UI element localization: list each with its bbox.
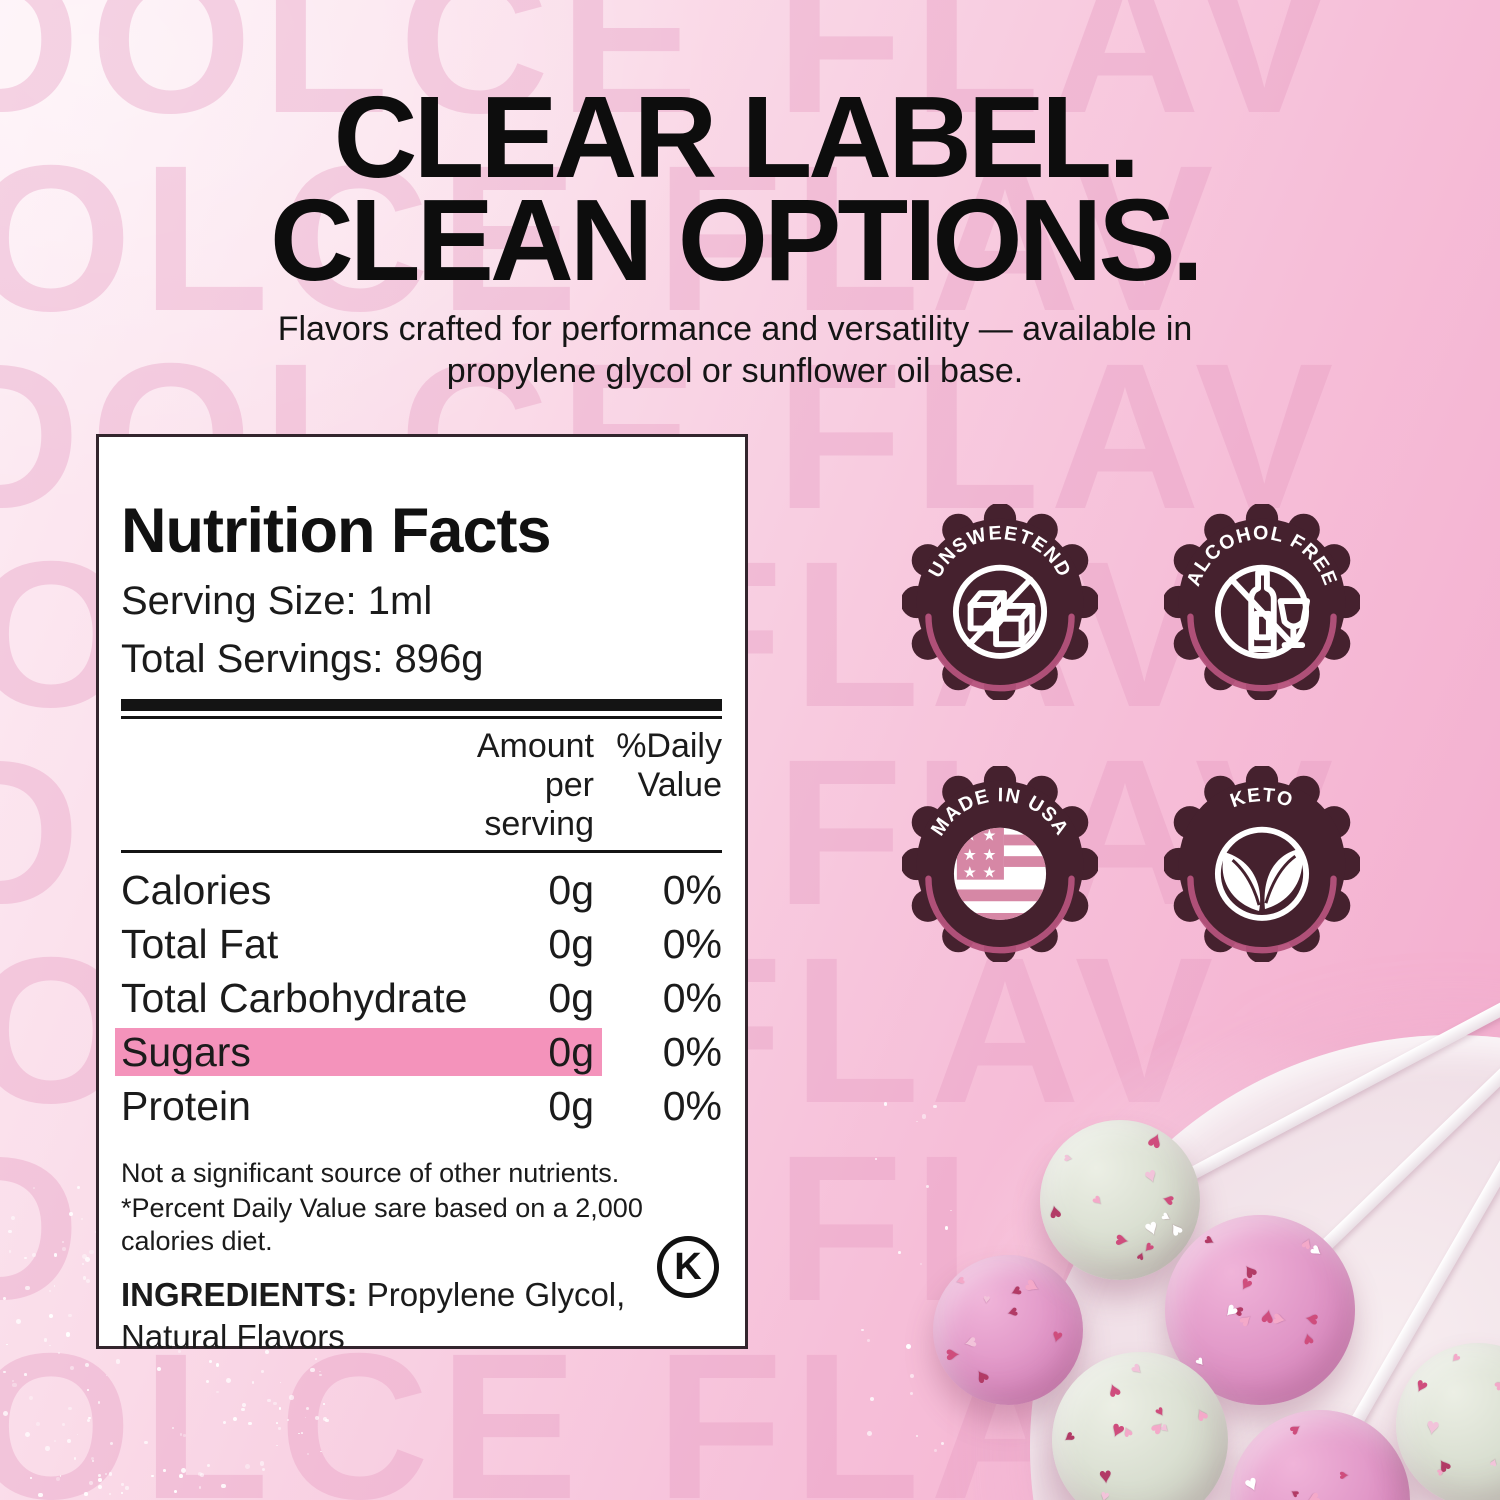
nutrient-daily-value: 0% bbox=[662, 975, 722, 1021]
nutrient-daily-value: 0% bbox=[662, 867, 722, 913]
nutrition-facts-panel: Nutrition Facts Serving Size: 1ml Total … bbox=[96, 434, 748, 1355]
nutrient-label: Sugars bbox=[121, 1029, 251, 1075]
daily-value-note: *Percent Daily Value sare based on a 2,0… bbox=[121, 1193, 643, 1256]
nutrients-note: Not a significant source of other nutrie… bbox=[121, 1158, 620, 1188]
table-row: Protein 0g 0% bbox=[121, 1079, 722, 1133]
subtitle-line-2: propylene glycol or sunflower oil base. bbox=[446, 352, 1024, 390]
table-row-sugars: Sugars 0g 0% bbox=[115, 1025, 722, 1079]
nutrition-table: Calories 0g 0% Total Fat 0g 0% Total Car… bbox=[115, 863, 722, 1133]
table-column-headers: Amount per serving %Daily Value bbox=[121, 727, 722, 844]
divider-thick bbox=[121, 699, 722, 711]
nutrient-daily-value: 0% bbox=[662, 921, 722, 967]
table-row: Calories 0g 0% bbox=[121, 863, 722, 917]
ingredients-label: INGREDIENTS: bbox=[121, 1276, 358, 1313]
nutrition-facts-title: Nutrition Facts bbox=[121, 496, 552, 566]
cake-pop: ♥ ♥ ♥ ♥ ♥ ♥ ♥ ♥ ♥ bbox=[933, 1255, 1083, 1405]
total-servings: Total Servings: 896g bbox=[121, 637, 484, 681]
nutrient-amount: 0g bbox=[548, 1029, 594, 1075]
nutrient-label: Calories bbox=[121, 867, 272, 913]
nutrient-label: Protein bbox=[121, 1083, 251, 1129]
ingredients: INGREDIENTS: Propylene Glycol, Natural F… bbox=[121, 1274, 721, 1358]
nutrient-amount: 0g bbox=[548, 867, 594, 913]
page-title: CLEAR LABEL. CLEAN OPTIONS. bbox=[0, 79, 1470, 298]
nutrient-amount: 0g bbox=[548, 921, 594, 967]
nutrient-daily-value: 0% bbox=[662, 1029, 722, 1075]
subtitle-line-1: Flavors crafted for performance and vers… bbox=[277, 310, 1193, 348]
nutrient-label: Total Fat bbox=[121, 921, 279, 967]
cake-pop: ♥ ♥ ♥ ♥ ♥ ♥ ♥ ♥ ♥ ♥ ♥ ♥ bbox=[1052, 1352, 1228, 1500]
subtitle: Flavors crafted for performance and vers… bbox=[0, 308, 1470, 392]
divider-thin bbox=[121, 716, 722, 719]
title-line-2: CLEAN OPTIONS. bbox=[269, 175, 1204, 305]
header: CLEAR LABEL. CLEAN OPTIONS. Flavors craf… bbox=[0, 79, 1470, 392]
title-line-1: CLEAR LABEL. bbox=[333, 72, 1141, 202]
nutrient-amount: 0g bbox=[548, 975, 594, 1021]
nutrient-daily-value: 0% bbox=[662, 1083, 722, 1129]
cake-pop: ♥ ♥ ♥ ♥ ♥ ♥ ♥ ♥ ♥ ♥ ♥ ♥ bbox=[1040, 1120, 1200, 1280]
table-row: Total Fat 0g 0% bbox=[121, 917, 722, 971]
table-row: Total Carbohydrate 0g 0% bbox=[121, 971, 722, 1025]
ingredients-text: Propylene Glycol, Natural Flavors bbox=[121, 1276, 626, 1355]
nutrient-amount: 0g bbox=[548, 1083, 594, 1129]
divider-thin bbox=[121, 850, 722, 853]
amount-header: Amount per serving bbox=[476, 727, 594, 843]
kosher-symbol: K bbox=[657, 1236, 719, 1298]
daily-value-header: %Daily Value bbox=[616, 727, 722, 804]
serving-size: Serving Size: 1ml bbox=[121, 579, 433, 623]
nutrient-label: Total Carbohydrate bbox=[121, 975, 468, 1021]
